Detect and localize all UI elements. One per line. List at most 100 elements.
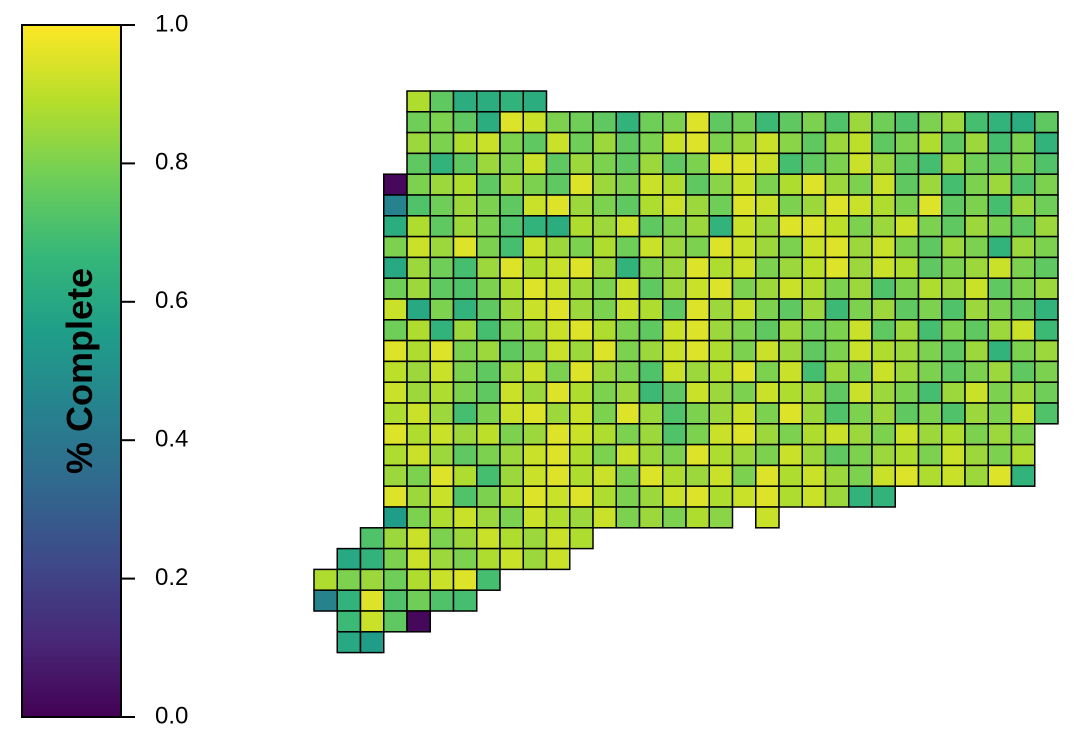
map-cell (755, 173, 780, 196)
map-cell (522, 111, 548, 134)
map-cell (987, 173, 1013, 196)
map-cell (638, 402, 664, 425)
map-cell (569, 194, 594, 217)
map-cell (755, 443, 780, 467)
map-cell (522, 152, 548, 175)
map-cell (429, 152, 455, 175)
map-cell (731, 215, 757, 238)
map-cell (638, 443, 664, 467)
map-cell (987, 194, 1013, 217)
map-cell (452, 339, 478, 363)
map-cell (336, 631, 362, 654)
map-cell (336, 589, 362, 612)
map-cell (871, 152, 896, 175)
map-cell (406, 131, 431, 155)
map-cell (987, 319, 1013, 342)
map-cell (406, 194, 431, 217)
map-cell (569, 256, 594, 279)
map-cell (755, 298, 780, 321)
map-cell (824, 423, 850, 446)
map-cell (917, 152, 943, 175)
map-cell (685, 131, 710, 155)
map-cell (685, 277, 710, 300)
map-cell (755, 277, 780, 300)
map-cell (824, 235, 850, 259)
map-cell (917, 131, 943, 155)
map-cell (964, 423, 989, 446)
map-cell (452, 589, 478, 612)
map-cell (848, 443, 873, 467)
map-cell (336, 568, 362, 591)
map-cell (638, 194, 664, 217)
map-cell (731, 339, 757, 363)
map-cell (476, 215, 501, 238)
map-cell (569, 215, 594, 238)
map-cell (917, 443, 943, 467)
map-cell (592, 485, 617, 508)
map-cell (615, 235, 641, 259)
map-cell (522, 194, 548, 217)
map-cell (476, 277, 501, 300)
map-cell (406, 402, 431, 425)
map-cell (871, 111, 896, 134)
map-cell (848, 111, 873, 134)
map-cell (778, 402, 803, 425)
map-cell (685, 381, 710, 404)
map-cell (941, 235, 966, 259)
map-cell (824, 215, 850, 238)
map-cell (731, 111, 757, 134)
map-cell (662, 173, 687, 196)
map-cell (476, 235, 501, 259)
map-cell (894, 423, 920, 446)
map-cell (917, 423, 943, 446)
map-cell (592, 423, 617, 446)
map-cell (824, 298, 850, 321)
map-cell (685, 111, 710, 134)
map-cell (429, 298, 455, 321)
map-cell (801, 381, 827, 404)
map-cell (755, 402, 780, 425)
map-cell (848, 485, 873, 508)
map-cell (429, 402, 455, 425)
map-cell (452, 173, 478, 196)
map-cell (662, 423, 687, 446)
map-cell (522, 235, 548, 259)
map-cell (708, 506, 734, 529)
map-cell (708, 319, 734, 342)
map-cell (824, 173, 850, 196)
map-cell (778, 485, 803, 508)
map-cell (801, 485, 827, 508)
map-cell (755, 464, 780, 487)
map-cell (964, 381, 989, 404)
map-cell (917, 235, 943, 259)
map-cell (987, 152, 1013, 175)
map-cell (522, 215, 548, 238)
map-cell (406, 527, 431, 550)
map-cell (592, 360, 617, 383)
map-cell (708, 298, 734, 321)
map-cell (801, 173, 827, 196)
map-cell (383, 319, 408, 342)
map-cell (499, 319, 524, 342)
map-cell (615, 506, 641, 529)
map-cell (569, 381, 594, 404)
map-cell (871, 298, 896, 321)
map-cell (801, 443, 827, 467)
map-cell (406, 547, 431, 571)
map-cell (987, 443, 1013, 467)
map-cell (871, 360, 896, 383)
map-cell (615, 402, 641, 425)
map-cell (848, 339, 873, 363)
map-cell (429, 215, 455, 238)
map-cell (1010, 256, 1036, 279)
colorbar-title: % Complete (59, 268, 100, 474)
map-cell (1034, 402, 1059, 425)
map-cell (429, 506, 455, 529)
map-cell (685, 194, 710, 217)
map-cell (522, 527, 548, 550)
map-cell (569, 319, 594, 342)
map-cell (499, 256, 524, 279)
map-cell (452, 131, 478, 155)
map-cell (755, 111, 780, 134)
map-cell (336, 610, 362, 633)
